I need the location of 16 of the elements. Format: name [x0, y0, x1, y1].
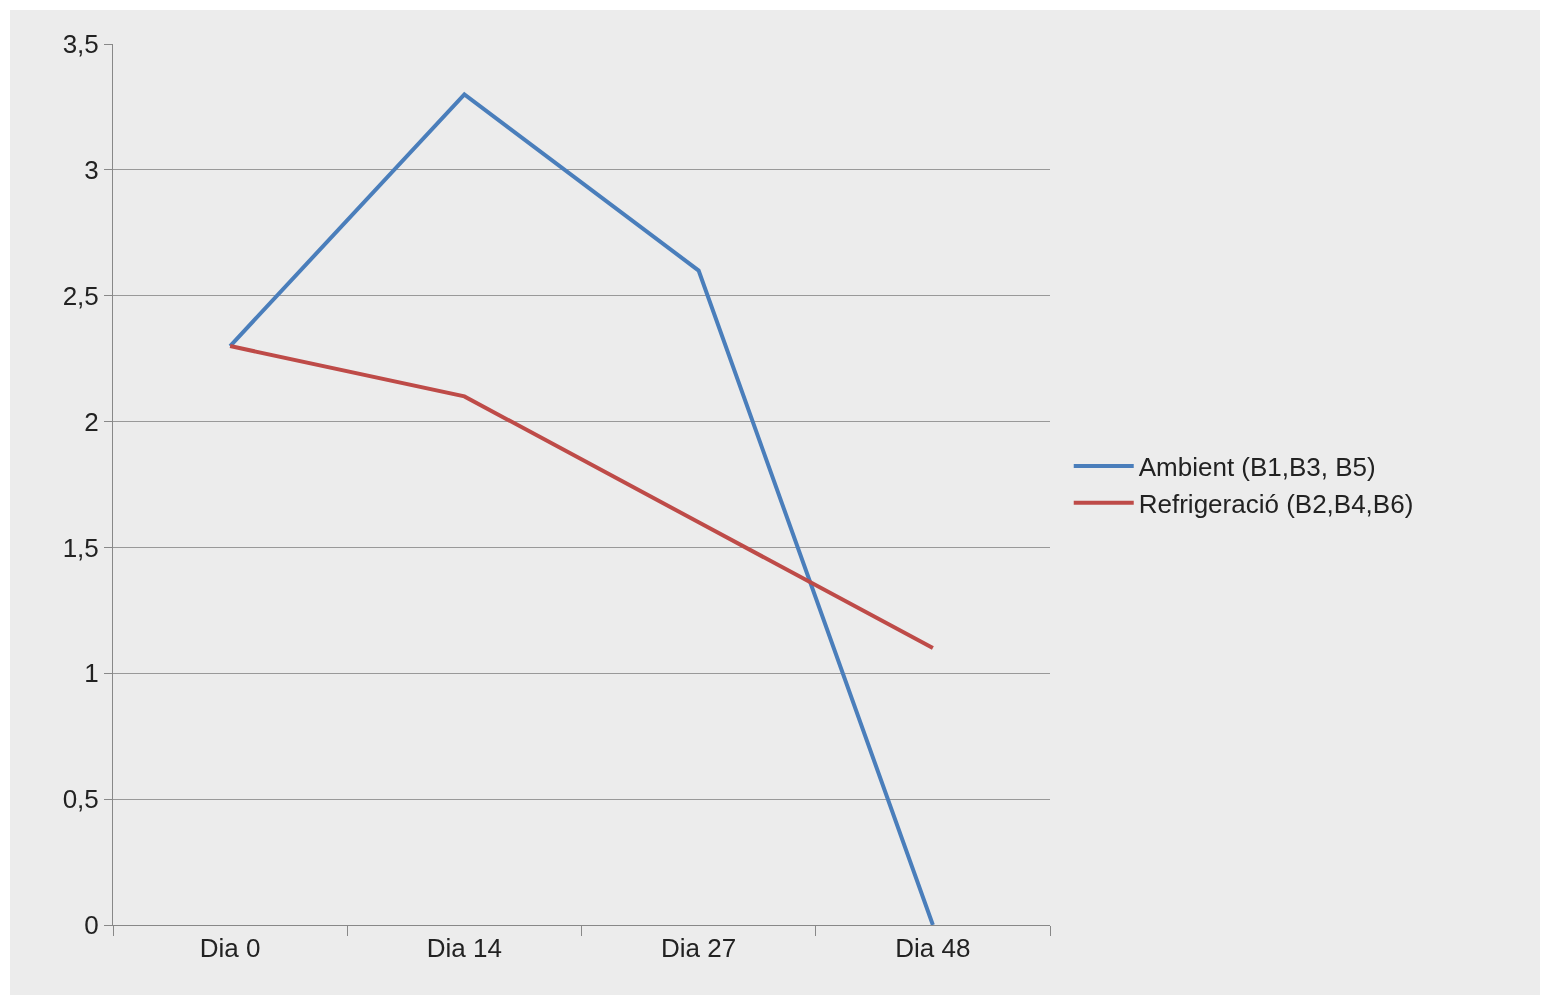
line-series — [228, 92, 935, 925]
y-tick-label: 1,5 — [62, 532, 99, 563]
legend-label: Refrigeració (B2,B4,B6) — [1138, 488, 1414, 519]
x-tick-label: Dia 48 — [895, 933, 971, 964]
x-tick-label: Dia 27 — [661, 933, 737, 964]
x-tick-label: Dia 0 — [199, 933, 261, 964]
y-tick-label: 2,5 — [62, 280, 99, 311]
line-series — [228, 344, 935, 651]
y-tick-label: 0,5 — [62, 784, 99, 815]
x-tick-label: Dia 14 — [426, 933, 502, 964]
y-tick-label: 2 — [84, 406, 99, 437]
y-tick-label: 0 — [84, 910, 99, 941]
y-tick-label: 3 — [84, 154, 99, 185]
y-tick-label: 1 — [84, 658, 99, 689]
legend-label: Ambient (B1,B3, B5) — [1138, 452, 1376, 483]
y-tick-label: 3,5 — [62, 29, 99, 60]
